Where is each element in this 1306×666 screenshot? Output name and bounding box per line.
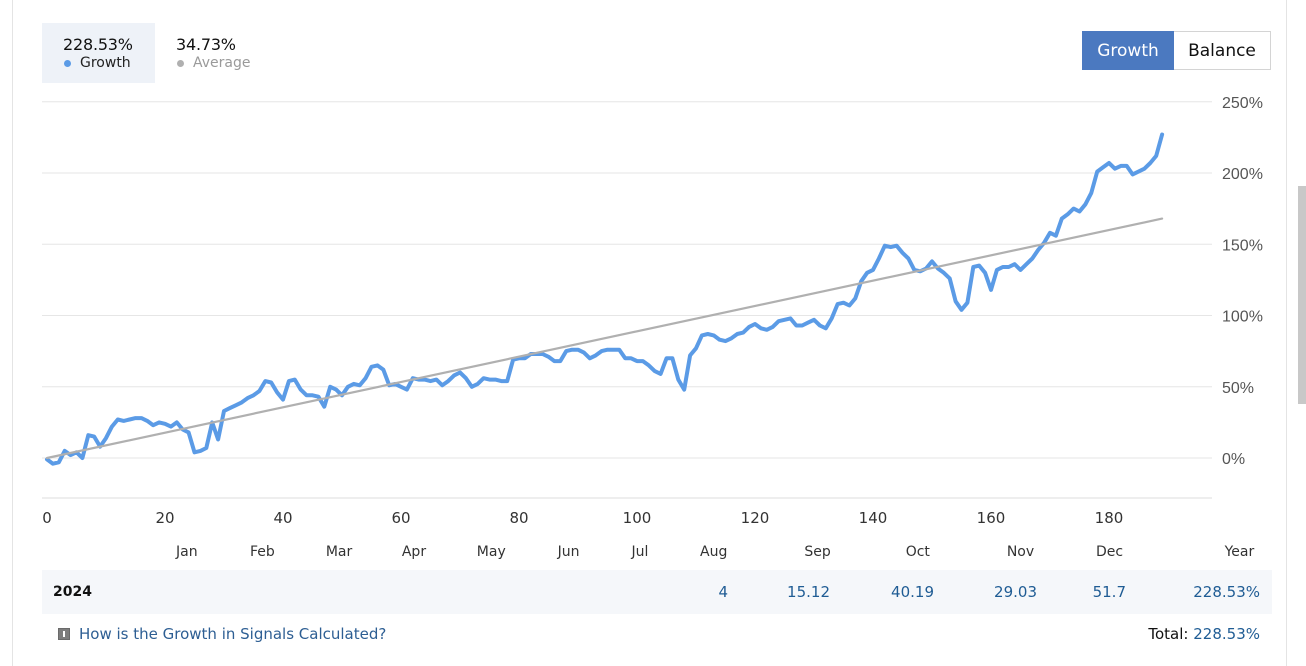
month-label: Mar [326, 544, 353, 560]
year-cell-total: 228.53% [1193, 583, 1260, 601]
average-legend: Average [176, 55, 275, 72]
year-cell-sep: 15.12 [787, 583, 830, 601]
month-label: Oct [906, 544, 931, 560]
info-icon [58, 628, 70, 640]
average-value: 34.73% [176, 35, 236, 54]
y-tick-label: 0% [1222, 451, 1245, 468]
balance-tab-button[interactable]: Balance [1174, 31, 1271, 70]
x-tick-label: 160 [977, 509, 1006, 527]
year-cell-oct: 40.19 [891, 583, 934, 601]
x-tick-label: 0 [42, 509, 52, 527]
month-label: Feb [250, 544, 275, 560]
growth-tab-button[interactable]: Growth [1082, 31, 1174, 70]
y-tick-label: 50% [1222, 380, 1254, 397]
y-tick-label: 150% [1222, 237, 1263, 254]
chart-mode-toggle: Growth Balance [1082, 31, 1271, 70]
average-dot-icon [177, 60, 184, 67]
growth-legend: Growth [63, 55, 155, 72]
month-label: Aug [700, 544, 727, 560]
scrollbar-thumb[interactable] [1298, 186, 1306, 404]
x-tick-label: 60 [391, 509, 410, 527]
total-value: 228.53% [1193, 625, 1260, 643]
x-tick-label: 80 [509, 509, 528, 527]
total-summary: Total: 228.53% [1148, 625, 1260, 643]
left-border [12, 0, 13, 666]
growth-series-line [45, 132, 1165, 466]
month-label: Jun [557, 544, 580, 560]
x-tick-label: 40 [273, 509, 292, 527]
growth-dot-icon [64, 60, 71, 67]
average-stat[interactable]: 34.73% Average [155, 23, 275, 83]
x-tick-label: 140 [859, 509, 888, 527]
growth-calculation-link-text: How is the Growth in Signals Calculated? [79, 625, 387, 643]
x-tick-label: 20 [155, 509, 174, 527]
x-tick-label: 100 [623, 509, 652, 527]
year-cell-dec: 51.7 [1092, 583, 1126, 601]
x-tick-label: 180 [1095, 509, 1124, 527]
y-tick-label: 100% [1222, 309, 1263, 326]
x-tick-label: 120 [741, 509, 770, 527]
year-label: 2024 [53, 584, 92, 600]
average-trend-line [45, 217, 1164, 460]
year-cell-nov: 29.03 [994, 583, 1037, 601]
month-label: Sep [804, 544, 831, 560]
month-label: Apr [402, 544, 426, 560]
total-label: Total: [1148, 625, 1189, 643]
growth-value: 228.53% [63, 35, 133, 54]
month-label: Dec [1096, 544, 1123, 560]
year-cell-aug: 4 [718, 583, 728, 601]
month-label: Jan [175, 544, 198, 560]
average-label: Average [193, 55, 251, 71]
month-label: Jul [630, 544, 648, 560]
year-summary-row: 2024 4 15.12 40.19 29.03 51.7 228.53% [42, 570, 1272, 614]
month-label: Nov [1007, 544, 1034, 560]
month-label: May [477, 544, 506, 560]
y-tick-label: 200% [1222, 166, 1263, 183]
right-border [1286, 0, 1287, 666]
y-tick-label: 250% [1222, 95, 1263, 112]
growth-calculation-link[interactable]: How is the Growth in Signals Calculated? [58, 625, 386, 643]
growth-label: Growth [80, 55, 131, 71]
growth-chart: 250% 200% 150% 100% 50% 0% 0 20 40 60 80 100 120 140 1… [42, 95, 1263, 560]
month-label: Year [1224, 544, 1255, 560]
growth-stat[interactable]: 228.53% Growth [42, 23, 155, 83]
